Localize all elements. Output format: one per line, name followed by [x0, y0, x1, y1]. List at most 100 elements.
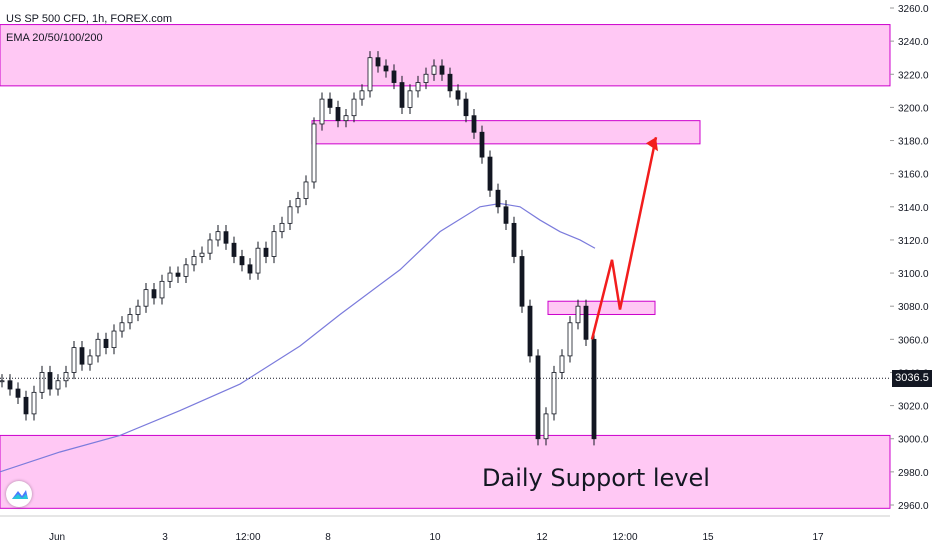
candle-body — [247, 264, 253, 274]
candle-body — [119, 322, 125, 332]
projection-arrow — [590, 136, 658, 340]
candle-body — [231, 242, 237, 257]
candle-body — [343, 115, 349, 122]
candle-body — [439, 65, 445, 75]
y-tick-label: 3120.0 — [898, 236, 929, 247]
y-tick-label: 2960.0 — [898, 501, 929, 512]
y-tick-label: 3180.0 — [898, 137, 929, 148]
candle-body — [303, 181, 309, 199]
candle-body — [279, 222, 285, 233]
candle-body — [31, 391, 37, 415]
candle-body — [375, 57, 381, 67]
candle-body — [503, 206, 509, 224]
candle-body — [71, 347, 77, 373]
candle-body — [319, 98, 325, 125]
candle-body — [519, 256, 525, 307]
chart-legend: US SP 500 CFD, 1h, FOREX.com EMA 20/50/1… — [6, 10, 172, 48]
candle-body — [575, 305, 581, 324]
candle-body — [431, 65, 437, 75]
candle-body — [311, 123, 317, 183]
candle-body — [255, 247, 261, 274]
x-tick-label: 10 — [429, 532, 441, 543]
candle-body — [151, 289, 157, 299]
x-tick-label: 12 — [536, 532, 548, 543]
daily-support-zone — [0, 434, 891, 509]
candle-body — [423, 73, 429, 83]
candle-body — [143, 289, 149, 307]
candle-body — [23, 396, 29, 415]
candle-body — [447, 73, 453, 92]
candle-body — [127, 314, 133, 324]
x-tick-label: 12:00 — [612, 532, 637, 543]
candle-body — [399, 82, 405, 108]
y-tick-label: 3200.0 — [898, 103, 929, 114]
y-tick-label: 3140.0 — [898, 203, 929, 214]
tradingview-logo-icon[interactable] — [6, 481, 32, 507]
candle-body — [135, 305, 141, 315]
y-tick-label: 2980.0 — [898, 468, 929, 479]
candle-body — [535, 355, 541, 440]
arrow-head-icon — [646, 137, 658, 152]
candle-body — [495, 189, 501, 208]
ema-line — [0, 202, 596, 473]
candle-body — [287, 206, 293, 224]
supply-zone — [311, 120, 701, 145]
candle-body — [7, 380, 13, 390]
candle-body — [191, 256, 197, 266]
x-tick-label: Jun — [49, 532, 65, 543]
candle-body — [63, 372, 69, 382]
y-tick-label: 3060.0 — [898, 335, 929, 346]
candle-body — [111, 330, 117, 349]
candle-body — [543, 413, 549, 440]
candle-body — [335, 107, 341, 122]
y-tick-label: 3020.0 — [898, 402, 929, 413]
symbol-line: US SP 500 CFD, 1h, FOREX.com — [6, 13, 173, 25]
candle-body — [79, 347, 85, 365]
candle-body — [551, 372, 557, 415]
candle-body — [215, 231, 221, 241]
y-tick-label: 3100.0 — [898, 269, 929, 280]
candle-body — [511, 222, 517, 257]
current-price-label: 3036.5 — [892, 370, 932, 387]
candle-body — [407, 90, 413, 108]
candle-body — [167, 272, 173, 282]
candle-body — [391, 70, 397, 83]
candle-body — [15, 388, 21, 398]
candle-body — [103, 338, 109, 349]
candle-body — [175, 272, 181, 277]
candle-body — [455, 90, 461, 100]
candle-body — [223, 231, 229, 244]
x-tick-label: 12:00 — [235, 532, 260, 543]
candle-body — [295, 198, 301, 208]
x-tick-label: 17 — [812, 532, 824, 543]
x-tick-label: 8 — [325, 532, 331, 543]
y-tick-label: 3260.0 — [898, 4, 929, 15]
candle-body — [183, 264, 189, 277]
candle-body — [239, 256, 245, 266]
candle-body — [263, 247, 269, 257]
candle-body — [487, 156, 493, 191]
candle-body — [583, 305, 589, 340]
candle-body — [479, 131, 485, 158]
candle-body — [87, 355, 93, 365]
candle-body — [47, 372, 53, 390]
candle-body — [39, 372, 45, 393]
y-tick-label: 3160.0 — [898, 170, 929, 181]
candle-body — [463, 98, 469, 117]
candle-body — [207, 239, 213, 254]
candle-body — [159, 280, 165, 299]
annotation-daily-support: Daily Support level — [482, 464, 710, 492]
candle-body — [359, 90, 365, 100]
y-tick-label: 3080.0 — [898, 302, 929, 313]
candle-body — [351, 98, 357, 117]
candle-body — [591, 338, 597, 440]
candle-body — [415, 82, 421, 92]
y-tick-label: 3000.0 — [898, 435, 929, 446]
candle-body — [567, 322, 573, 357]
candle-body — [271, 231, 277, 257]
x-tick-label: 3 — [162, 532, 168, 543]
y-tick-label: 3240.0 — [898, 37, 929, 48]
y-tick-label: 3220.0 — [898, 70, 929, 81]
